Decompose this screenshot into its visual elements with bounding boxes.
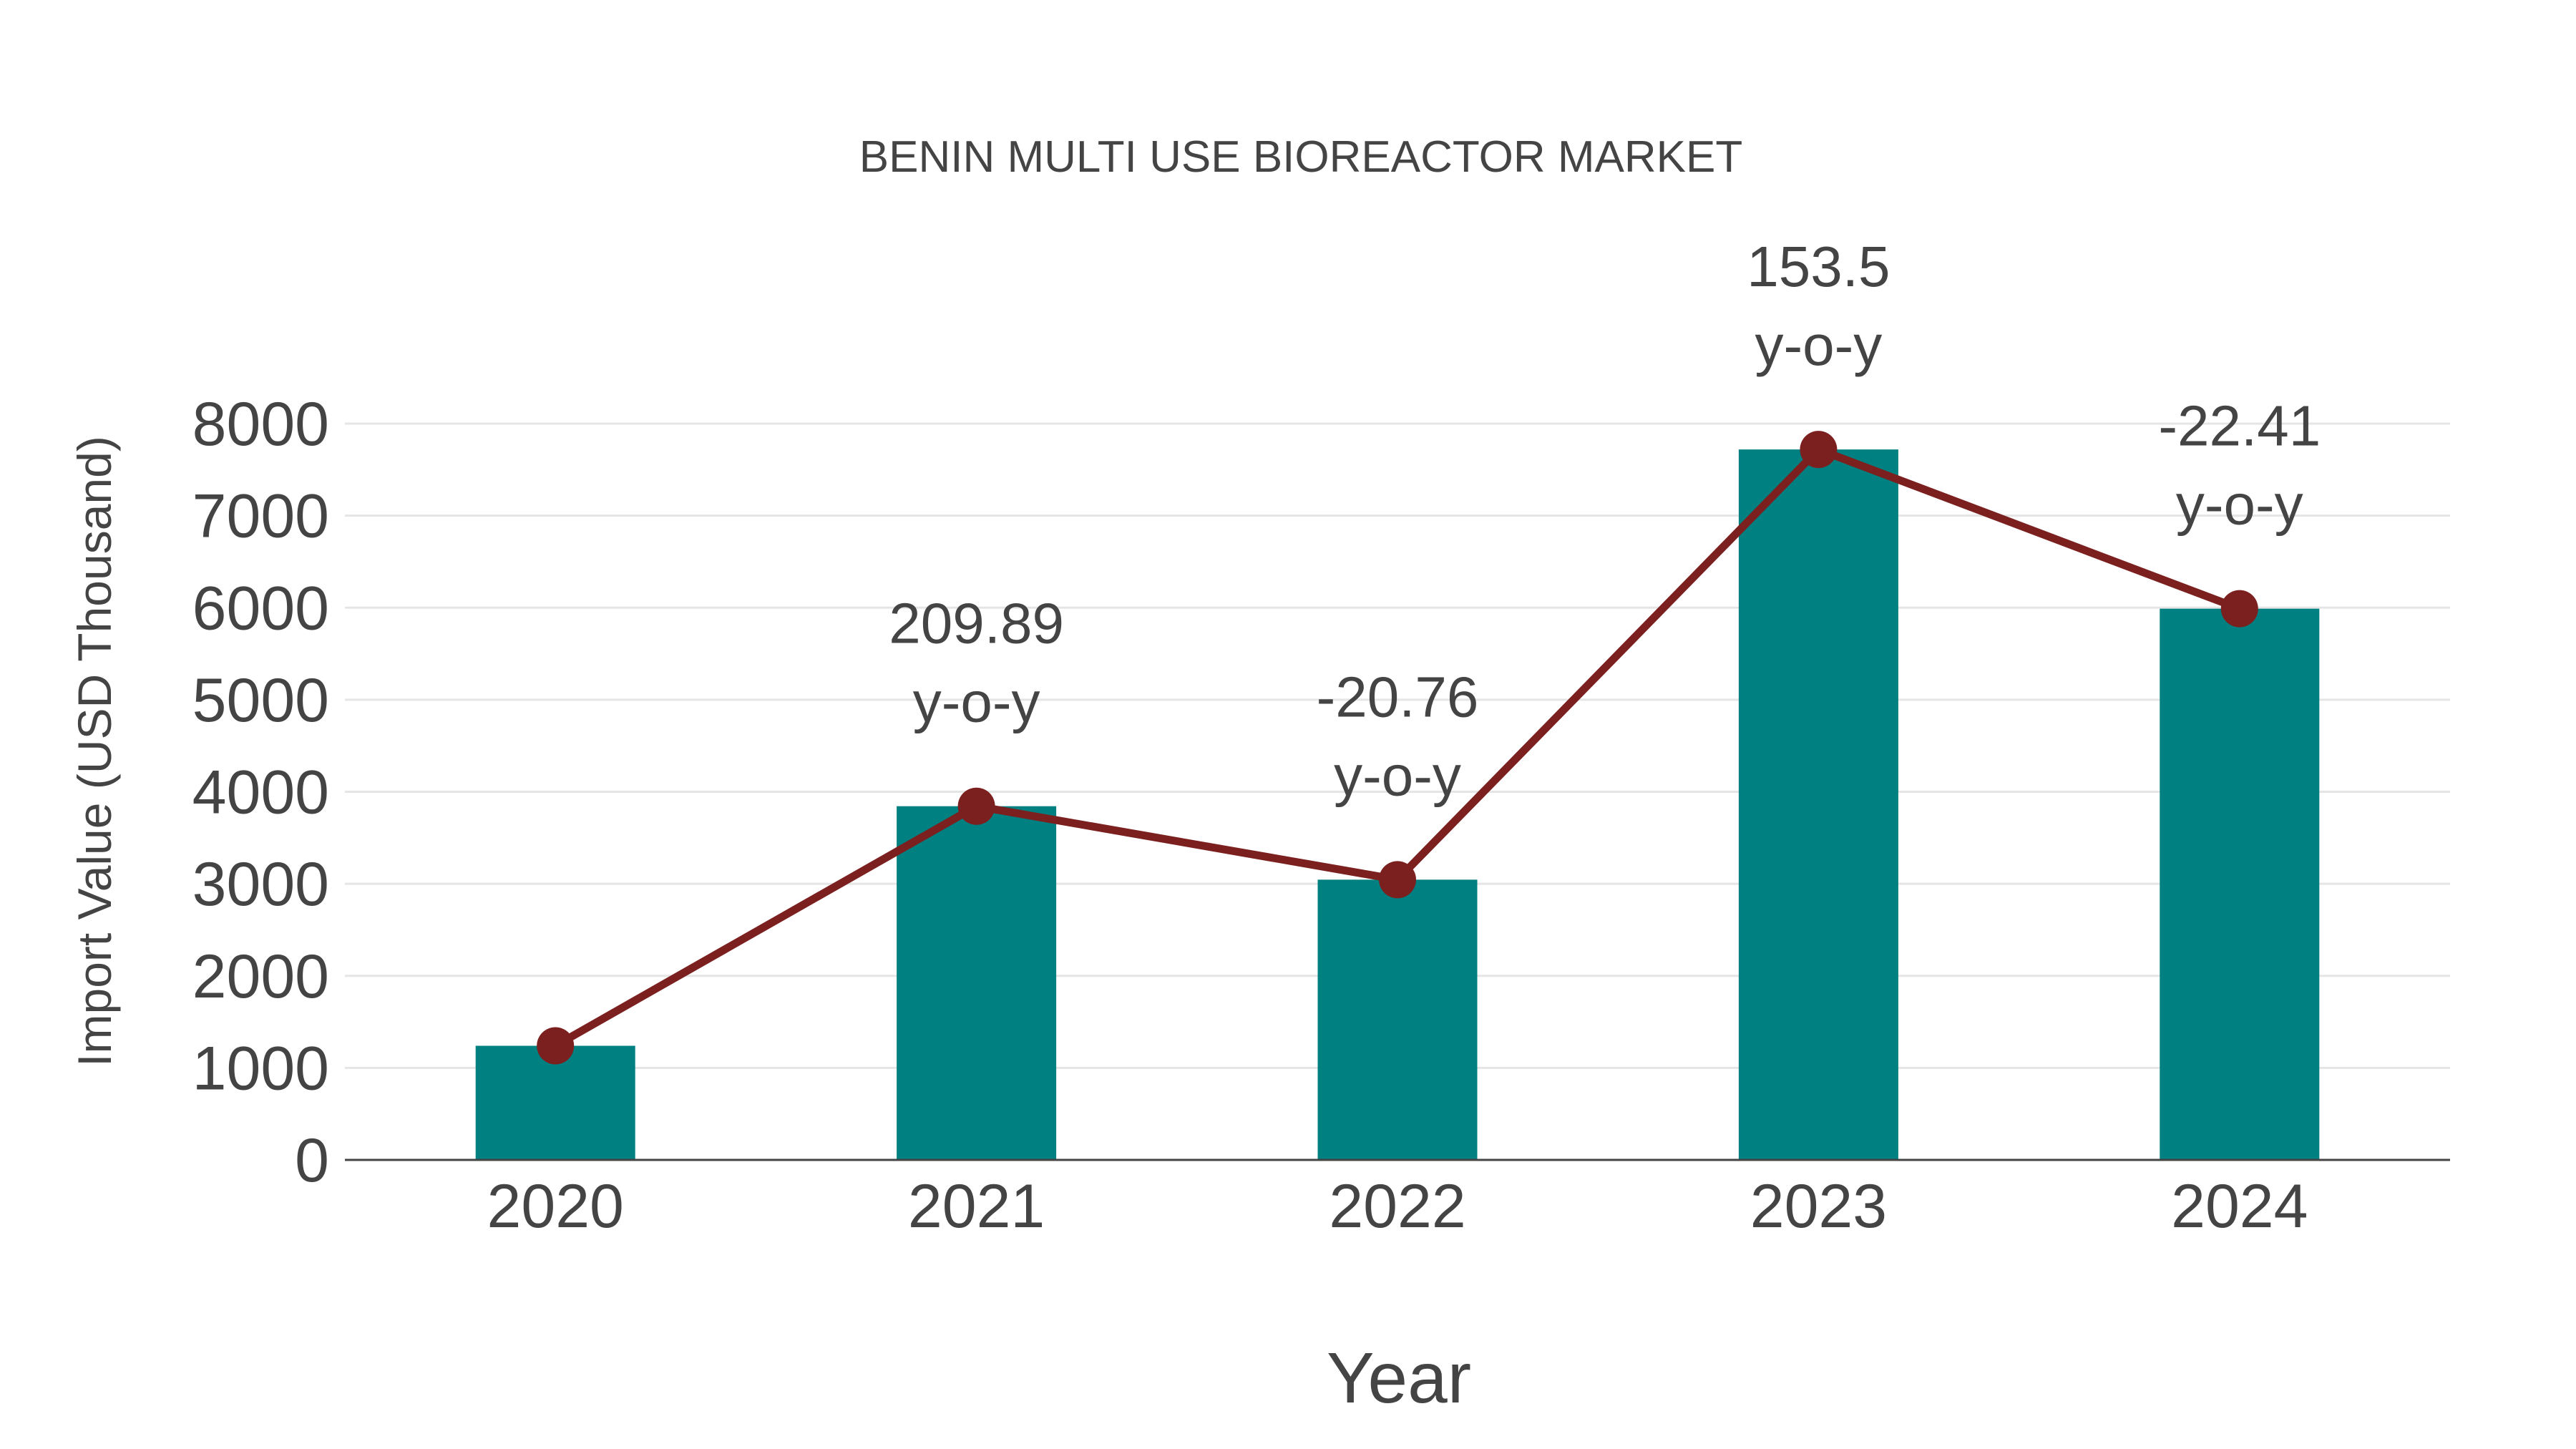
bar-2020 bbox=[475, 1045, 635, 1160]
y-tick-label: 8000 bbox=[192, 390, 329, 459]
trend-marker-2021 bbox=[957, 787, 995, 825]
y-axis-title: Import Value (USD Thousand) bbox=[68, 436, 121, 1067]
x-tick-label: 2023 bbox=[1750, 1172, 1887, 1241]
yoy-suffix: y-o-y bbox=[1334, 743, 1461, 807]
x-tick-label: 2024 bbox=[2171, 1172, 2308, 1241]
y-tick-label: 1000 bbox=[192, 1034, 329, 1103]
trend-line bbox=[537, 431, 2258, 1065]
y-tick-label: 5000 bbox=[192, 666, 329, 735]
x-tick-label: 2022 bbox=[1329, 1172, 1465, 1241]
x-axis-ticks: 2020 2021 2022 2023 2024 bbox=[487, 1172, 2308, 1241]
bar-2023 bbox=[1738, 449, 1898, 1160]
yoy-annotation-2024: -22.41 y-o-y bbox=[2158, 394, 2321, 537]
yoy-value: 209.89 bbox=[889, 592, 1064, 655]
yoy-annotations: 209.89 y-o-y -20.76 y-o-y 153.5 y-o-y -22.41 y-… bbox=[889, 235, 2321, 807]
yoy-suffix: y-o-y bbox=[1755, 313, 1883, 377]
y-axis-ticks: 0 1000 2000 3000 4000 5000 6000 7000 8000 bbox=[192, 390, 329, 1195]
bar-2022 bbox=[1317, 879, 1478, 1160]
trend-marker-2020 bbox=[537, 1027, 575, 1065]
chart-title: BENIN MULTI USE BIOREACTOR MARKET bbox=[859, 132, 1742, 182]
x-tick-label: 2021 bbox=[908, 1172, 1045, 1241]
yoy-suffix: y-o-y bbox=[2176, 473, 2303, 537]
yoy-value: -20.76 bbox=[1317, 665, 1479, 728]
y-tick-label: 2000 bbox=[192, 942, 329, 1011]
trend-marker-2023 bbox=[1800, 431, 1838, 469]
trend-marker-2022 bbox=[1379, 861, 1416, 899]
yoy-annotation-2021: 209.89 y-o-y bbox=[889, 592, 1064, 734]
y-tick-label: 3000 bbox=[192, 850, 329, 919]
y-tick-label: 6000 bbox=[192, 574, 329, 643]
yoy-suffix: y-o-y bbox=[913, 670, 1040, 734]
y-tick-label: 0 bbox=[295, 1126, 329, 1195]
x-axis-title: Year bbox=[1327, 1338, 1471, 1418]
yoy-value: 153.5 bbox=[1747, 235, 1890, 298]
yoy-value: -22.41 bbox=[2158, 394, 2321, 458]
trend-marker-2024 bbox=[2220, 590, 2258, 628]
yoy-annotation-2022: -20.76 y-o-y bbox=[1317, 665, 1479, 807]
y-tick-label: 4000 bbox=[192, 758, 329, 827]
yoy-annotation-2023: 153.5 y-o-y bbox=[1747, 235, 1890, 377]
bar-2024 bbox=[2160, 608, 2320, 1160]
bars bbox=[475, 449, 2320, 1160]
x-tick-label: 2020 bbox=[487, 1172, 624, 1241]
y-tick-label: 7000 bbox=[192, 482, 329, 551]
bar-2021 bbox=[897, 806, 1057, 1160]
